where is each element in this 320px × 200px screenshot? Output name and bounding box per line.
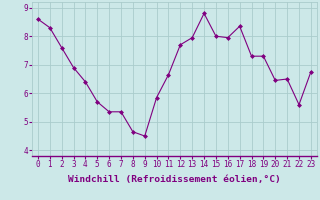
X-axis label: Windchill (Refroidissement éolien,°C): Windchill (Refroidissement éolien,°C) xyxy=(68,175,281,184)
